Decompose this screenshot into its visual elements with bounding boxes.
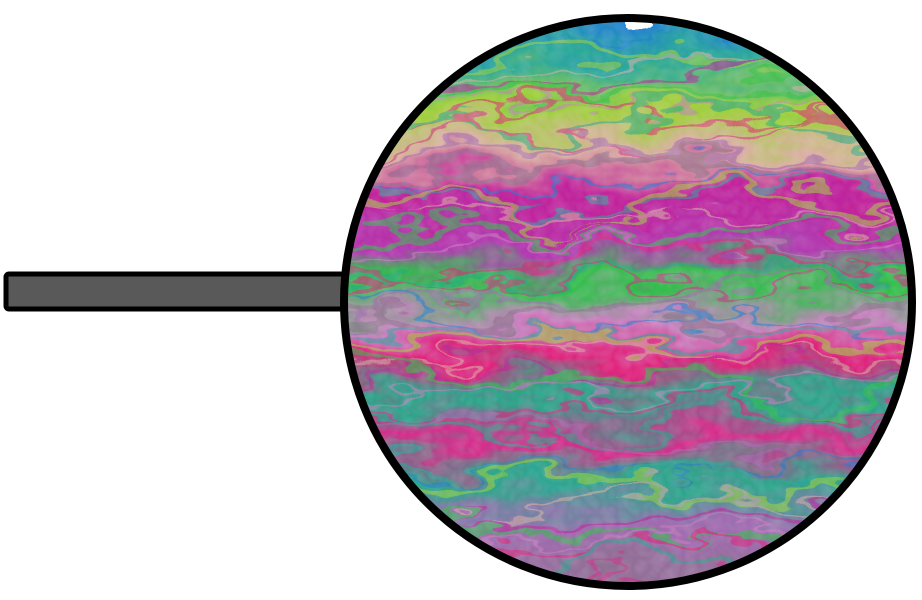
bubble-film-icon [344,18,912,586]
wand-handle-icon [3,271,354,312]
bubble-wand-rim [340,14,916,590]
